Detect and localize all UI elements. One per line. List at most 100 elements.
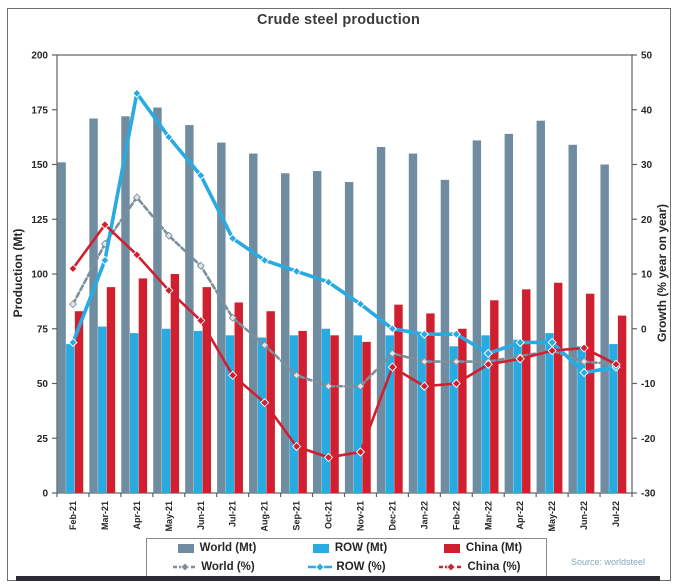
legend-label: ROW (%) (336, 560, 386, 573)
bar (426, 313, 435, 493)
y-left-tick-label: 150 (31, 160, 48, 171)
diamond-marker (68, 300, 78, 309)
chart-legend: World (Mt) ROW (Mt) China (Mt) World (%) ROW… (146, 538, 547, 577)
diamond-marker (420, 357, 429, 366)
y-left-tick-label: 75 (37, 324, 49, 335)
diamond-marker (387, 324, 398, 334)
growth-line (71, 223, 618, 459)
bar-swatch-icon (177, 544, 194, 554)
x-axis-tick-label: Mar-21 (100, 501, 110, 530)
bar (458, 328, 467, 493)
x-axis-tick-label: Jun-22 (579, 501, 589, 530)
x-axis-tick-label: May-22 (547, 501, 557, 532)
bar (545, 333, 554, 493)
y-right-tick-label: -30 (641, 489, 656, 500)
diamond-marker (579, 343, 589, 353)
x-axis-tick-label: Jul-21 (228, 501, 238, 527)
x-axis-tick-label: Apr-22 (515, 501, 525, 530)
diamond-marker (132, 88, 142, 98)
bar (353, 335, 363, 493)
legend-label: ROW (Mt) (334, 542, 388, 555)
bar-swatch-icon (443, 544, 460, 554)
bar (481, 335, 490, 493)
bar (504, 133, 514, 493)
bar (281, 173, 290, 493)
y-right-tick-label: -20 (641, 434, 656, 445)
bar (394, 304, 403, 493)
bar (362, 341, 371, 493)
diamond-marker (451, 378, 461, 389)
bar (600, 164, 609, 493)
diamond-marker (164, 231, 173, 240)
bar (408, 153, 418, 494)
diamond-marker (356, 382, 365, 391)
diamond-marker (68, 263, 78, 274)
y-left-tick-label: 50 (37, 379, 49, 390)
legend-label: World (Mt) (199, 542, 257, 555)
diamond-marker (580, 357, 589, 366)
bar (170, 274, 180, 493)
diamond-marker (355, 447, 366, 457)
x-axis-tick-label: May-21 (164, 501, 174, 532)
y-left-tick-label: 175 (31, 105, 48, 116)
diamond-marker (291, 441, 302, 452)
x-axis-tick-label: Oct-21 (324, 501, 334, 529)
bar (522, 289, 531, 493)
bar (106, 287, 116, 493)
swatch-rect (177, 544, 194, 554)
bar (553, 282, 563, 493)
bar (585, 293, 595, 493)
diamond-marker (323, 452, 334, 463)
bar (57, 162, 66, 493)
bars-china-mt- (74, 274, 627, 493)
diamond-marker (515, 354, 525, 364)
swatch-diamond (180, 562, 190, 572)
diamond-marker (579, 367, 589, 378)
bar (568, 144, 577, 494)
y-left-tick-label: 0 (42, 489, 48, 500)
legend-item-row-: ROW (%) (307, 560, 386, 573)
bottom-border-bar (16, 576, 660, 581)
diamond-marker (228, 370, 238, 380)
diamond-marker (68, 337, 78, 348)
diamond-marker (260, 341, 269, 350)
bar (89, 118, 98, 493)
bar (138, 278, 148, 493)
bar (266, 311, 275, 493)
diamond-marker (483, 348, 493, 359)
y-right-tick-label: 50 (641, 51, 653, 62)
y-right-tick-label: 20 (641, 215, 653, 226)
bar (344, 182, 354, 493)
diamond-marker (164, 285, 174, 296)
diamond-marker (419, 381, 429, 391)
bar (66, 344, 75, 493)
line-swatch-icon (173, 562, 198, 572)
y-right-tick-label: 10 (641, 270, 653, 281)
diamond-marker (132, 193, 141, 202)
y-left-tick-label: 25 (37, 434, 49, 445)
bar (577, 346, 586, 493)
x-axis-tick-label: Sep-21 (292, 501, 302, 531)
bar (202, 287, 212, 493)
bar-swatch-icon (312, 544, 329, 554)
line-china- (68, 220, 621, 463)
bar (330, 335, 339, 493)
diamond-marker (260, 255, 270, 265)
diamond-marker (292, 371, 301, 380)
bar (321, 328, 331, 493)
diamond-marker (164, 132, 174, 142)
bar (234, 302, 243, 493)
bar (161, 328, 171, 493)
bar (617, 315, 627, 493)
y-left-tick-label: 100 (31, 270, 48, 281)
legend-item-world-mt-: World (Mt) (171, 542, 257, 555)
bar (298, 330, 307, 493)
bar (312, 171, 322, 493)
bar (74, 311, 84, 493)
bar (490, 300, 499, 493)
diamond-marker (196, 315, 206, 326)
swatch-rect (443, 544, 460, 554)
swatch-rect (312, 544, 329, 554)
